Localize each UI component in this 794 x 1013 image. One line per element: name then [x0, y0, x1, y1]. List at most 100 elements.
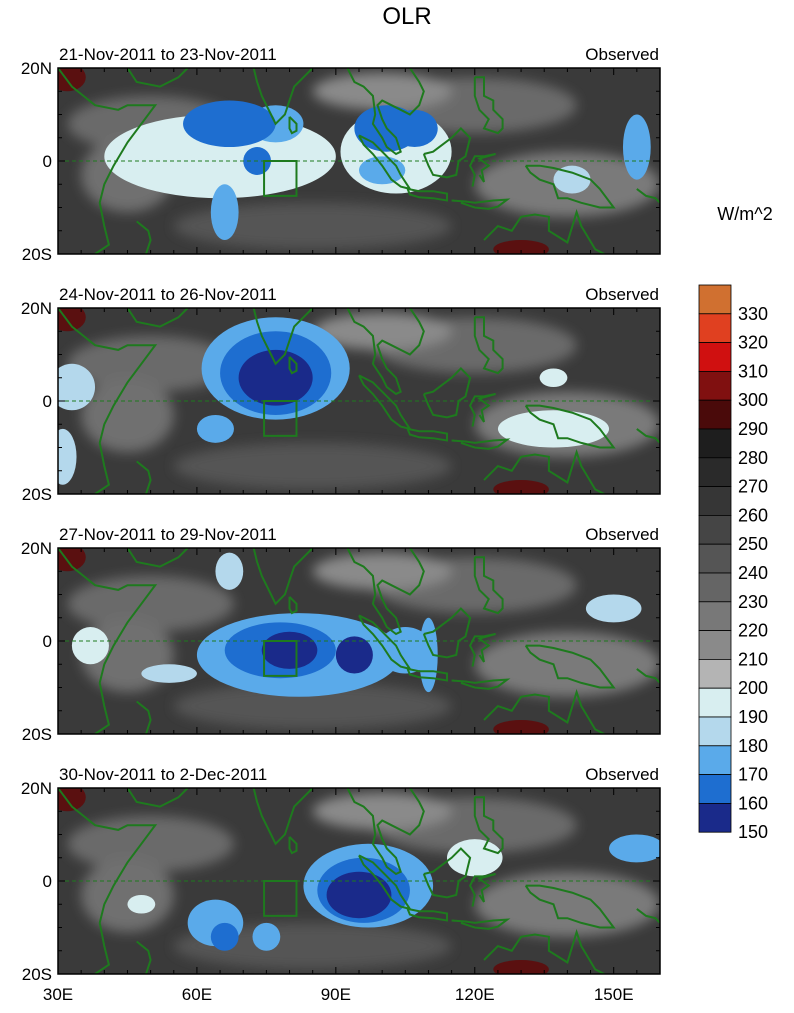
colorbar-label: 240	[738, 563, 768, 583]
colorbar-label: 210	[738, 649, 768, 669]
coastline	[483, 928, 605, 974]
coastline	[288, 356, 298, 375]
colorbar-label: 320	[738, 333, 768, 353]
low-olr-region	[553, 165, 591, 194]
low-olr-region	[71, 627, 109, 665]
gray-patch	[312, 72, 452, 110]
coastline	[451, 918, 511, 930]
coastline	[224, 68, 314, 126]
coastline	[473, 76, 504, 135]
gray-patch	[67, 335, 234, 392]
colorbar-swatch	[698, 486, 732, 516]
coastline	[346, 788, 425, 876]
colorbar-label: 160	[738, 793, 768, 813]
coastline	[636, 908, 660, 924]
high-olr-patch	[58, 788, 86, 812]
panel-label: Observed	[585, 285, 659, 304]
coastline	[58, 68, 158, 254]
low-olr-region	[141, 664, 197, 683]
gray-patch	[67, 815, 234, 872]
colorbar-swatch	[698, 457, 732, 487]
high-olr-patch	[493, 960, 549, 974]
colorbar-swatch	[698, 313, 732, 343]
coastline	[636, 188, 660, 204]
gray-patch	[81, 377, 174, 453]
gray-patch	[474, 871, 660, 937]
map-panel: 20N 0 20S 27-Nov-2011 to 29-Nov-2011 Observe…	[21, 525, 661, 744]
colorbar-label: 290	[738, 419, 768, 439]
low-olr-region	[252, 922, 281, 951]
coastline	[468, 393, 496, 427]
panel-label: Observed	[585, 525, 659, 544]
low-olr-region	[183, 100, 276, 148]
map-panel: 20N 0 20S 21-Nov-2011 to 23-Nov-2011 Observe…	[21, 45, 661, 264]
coastline	[136, 940, 152, 974]
coastline	[136, 220, 152, 254]
coastline	[224, 308, 314, 366]
coastline	[473, 316, 504, 375]
gray-patch	[67, 575, 234, 632]
coastline	[358, 854, 413, 911]
coastline	[224, 788, 314, 846]
coastline	[524, 884, 616, 929]
olr-field	[58, 68, 660, 254]
high-olr-patch	[58, 548, 86, 572]
gray-patch	[312, 552, 452, 590]
coastline	[358, 614, 413, 671]
coastline	[346, 68, 425, 156]
high-olr-patch	[58, 308, 86, 332]
colorbar-swatch	[698, 370, 732, 401]
longitude-label: 60E	[182, 985, 212, 1004]
coastline	[524, 164, 616, 209]
gray-patch	[173, 202, 452, 250]
colorbar-swatch	[698, 601, 732, 631]
colorbar-swatch	[698, 659, 732, 689]
low-olr-region	[58, 363, 96, 411]
coastline	[288, 596, 298, 615]
coastline	[422, 366, 472, 419]
colorbar-label: 230	[738, 592, 768, 612]
low-olr-region	[609, 834, 660, 863]
olr-field	[58, 308, 660, 494]
colorbar-label: 250	[738, 534, 768, 554]
latitude-label: 20S	[22, 245, 52, 264]
panel-label: Observed	[585, 765, 659, 784]
colorbar-swatch	[698, 716, 732, 747]
colorbar-label: 260	[738, 505, 768, 525]
latitude-label: 0	[43, 872, 52, 891]
low-olr-region	[215, 552, 244, 590]
gray-patch	[173, 922, 452, 970]
longitude-axis: 30E 60E 90E 120E 150E	[43, 985, 634, 1004]
coastline	[288, 836, 298, 855]
colorbar-swatch	[698, 687, 732, 718]
gray-patch	[312, 312, 452, 350]
gray-patch	[173, 442, 452, 490]
colorbar-swatch	[698, 284, 732, 315]
colorbar-label: 170	[738, 765, 768, 785]
panel-period: 30-Nov-2011 to 2-Dec-2011	[59, 765, 267, 784]
coastline	[406, 187, 448, 202]
map-panel: 20N 0 20S 30-Nov-2011 to 2-Dec-2011 Observed	[21, 765, 661, 984]
colorbar-swatch	[698, 630, 732, 660]
coastline	[406, 667, 448, 682]
coastline	[58, 788, 158, 974]
coastline	[136, 700, 152, 734]
longitude-label: 120E	[455, 985, 495, 1004]
coastline	[224, 548, 314, 606]
coastline	[483, 448, 605, 494]
latitude-label: 0	[43, 152, 52, 171]
olr-field	[58, 788, 660, 974]
coastline	[473, 796, 504, 855]
coastline	[451, 678, 511, 690]
coastline	[483, 208, 605, 254]
low-olr-region	[377, 627, 434, 674]
coastline	[358, 134, 413, 191]
coastline	[473, 556, 504, 615]
latitude-label: 20N	[21, 539, 52, 558]
coastline	[406, 907, 448, 922]
analysis-box	[263, 880, 298, 917]
coastline	[136, 460, 152, 494]
coastline	[58, 548, 158, 734]
low-olr-region	[585, 594, 642, 623]
colorbar-swatch	[698, 572, 732, 603]
